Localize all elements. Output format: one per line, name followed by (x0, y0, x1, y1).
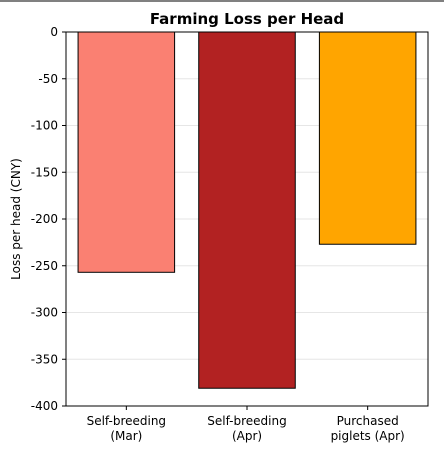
x-tick-label: Purchased (337, 414, 399, 428)
chart-title: Farming Loss per Head (150, 10, 344, 28)
bar-1 (198, 31, 296, 389)
y-axis-label: Loss per head (CNY) (9, 158, 23, 280)
x-tick-label: piglets (Apr) (331, 429, 405, 443)
y-tick-label: -300 (31, 306, 58, 320)
x-axis-ticks: Self-breeding(Mar)Self-breeding(Apr)Purc… (87, 406, 405, 443)
bar-2 (318, 31, 417, 245)
y-tick-label: -350 (31, 352, 58, 366)
y-tick-label: -250 (31, 259, 58, 273)
bar-0 (77, 31, 176, 273)
y-tick-label: -200 (31, 212, 58, 226)
y-tick-label: -150 (31, 165, 58, 179)
x-tick-label: (Mar) (110, 429, 142, 443)
bars (77, 31, 417, 389)
y-tick-label: 0 (50, 25, 58, 39)
y-tick-label: -100 (31, 119, 58, 133)
x-tick-label: Self-breeding (87, 414, 166, 428)
y-tick-label: -50 (38, 72, 58, 86)
x-tick-label: Self-breeding (207, 414, 286, 428)
y-axis-ticks: 0 -50 -100 -150 -200 -250 -300 -350 -400 (31, 25, 66, 413)
y-tick-label: -400 (31, 399, 58, 413)
x-tick-label: (Apr) (232, 429, 262, 443)
